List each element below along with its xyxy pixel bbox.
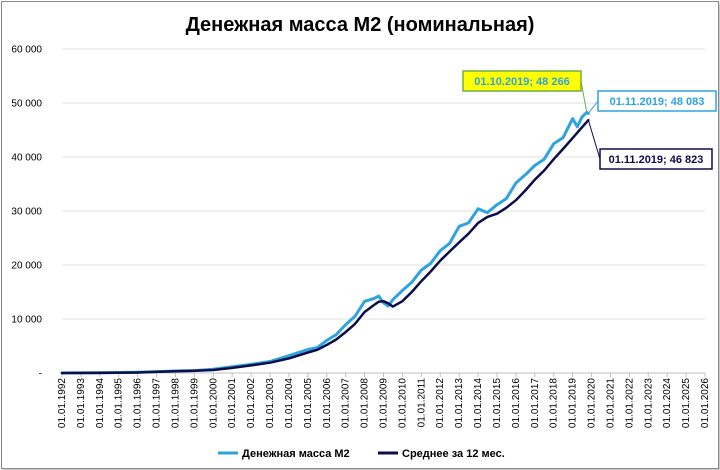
annotation-2019-10-box bbox=[462, 70, 582, 92]
x-tick-label: 01.01.1992 bbox=[57, 378, 68, 428]
x-tick-label: 01.01.2019 bbox=[568, 378, 579, 428]
x-tick-label: 01.01.2011 bbox=[416, 378, 427, 428]
x-tick-label: 01.01.2024 bbox=[662, 378, 673, 428]
legend-label-m2: Денежная масса М2 bbox=[242, 448, 350, 460]
series-line-avg bbox=[60, 118, 590, 375]
x-tick-label: 01.01.2005 bbox=[303, 378, 314, 428]
x-tick-label: 01.01.2000 bbox=[208, 378, 219, 428]
legend: Денежная масса М2 Среднее за 12 мес. bbox=[218, 448, 505, 460]
x-tick-label: 01.01.1999 bbox=[189, 378, 200, 428]
x-tick-label: 01.01.2020 bbox=[587, 378, 598, 428]
x-tick-label: 01.01.2013 bbox=[454, 378, 465, 428]
x-tick-label: 01.01.1997 bbox=[152, 378, 163, 428]
x-tick-label: 01.01.1993 bbox=[76, 378, 87, 428]
annotation-2019-11-avg-leader bbox=[587, 120, 601, 160]
x-tick-label: 01.01.2023 bbox=[643, 378, 654, 428]
x-tick-label: 01.01.2014 bbox=[473, 378, 484, 428]
x-tick-label: 01.01.1994 bbox=[95, 378, 106, 428]
annotation-2019-11-m2-label: 01.11.2019; 48 083 bbox=[610, 96, 705, 108]
x-tick-label: 01.01.1998 bbox=[170, 378, 181, 428]
annotation-2019-11-m2-leader bbox=[587, 100, 599, 114]
x-tick-label: 01.01.2006 bbox=[322, 378, 333, 428]
x-tick-label: 01.01.1995 bbox=[114, 378, 125, 428]
y-tick-label: 60 000 bbox=[11, 45, 42, 56]
chart-title: Денежная масса М2 (номинальная) bbox=[186, 14, 535, 36]
x-tick-label: 01.01.2025 bbox=[681, 378, 692, 428]
x-tick-label: 01.01.2022 bbox=[624, 378, 635, 428]
x-tick-label: 01.01.2016 bbox=[511, 378, 522, 428]
x-tick-label: 01.01.2009 bbox=[379, 378, 390, 428]
x-tick-label: 01.01.2010 bbox=[397, 378, 408, 428]
annotations-group: 01.10.2019; 48 266 01.11.2019; 48 083 01.1… bbox=[462, 70, 717, 170]
x-tick-label: 01.01.2021 bbox=[605, 378, 616, 428]
series-line-m2 bbox=[60, 110, 590, 375]
annotation-2019-10-leader bbox=[580, 80, 588, 113]
x-tick-label: 01.01.2012 bbox=[435, 378, 446, 428]
annotation-2019-10-label: 01.10.2019; 48 266 bbox=[474, 76, 569, 88]
x-tick-label: 01.01.2007 bbox=[341, 378, 352, 428]
x-tick-label: 01.01.2017 bbox=[530, 378, 541, 428]
annotation-2019-11-m2-box bbox=[597, 90, 717, 112]
legend-label-avg: Среднее за 12 мес. bbox=[402, 448, 505, 460]
x-tick-label: 01.01.2001 bbox=[227, 378, 238, 428]
x-tick-label: 01.01.2003 bbox=[265, 378, 276, 428]
annotation-2019-11-avg-box bbox=[599, 148, 713, 170]
y-tick-label: 20 000 bbox=[11, 261, 42, 272]
y-tick-label: 10 000 bbox=[11, 315, 42, 326]
y-tick-label: 40 000 bbox=[11, 153, 42, 164]
x-axis: 01.01.1992 01.01.1993 01.01.1994 01.01.1995… bbox=[57, 378, 711, 428]
y-axis: - 10 000 20 000 30 000 40 000 50 000 60 000 bbox=[11, 45, 42, 380]
x-tick-label: 01.01.2026 bbox=[700, 378, 711, 428]
x-tick-label: 01.01.2004 bbox=[284, 378, 295, 428]
annotation-2019-11-avg-label: 01.11.2019; 46 823 bbox=[609, 154, 704, 166]
y-tick-label: 30 000 bbox=[11, 207, 42, 218]
x-tick-label: 01.01.2018 bbox=[549, 378, 560, 428]
x-tick-label: 01.01.1996 bbox=[133, 378, 144, 428]
y-tick-label: - bbox=[39, 369, 42, 380]
series-group bbox=[60, 110, 590, 375]
x-tick-label: 01.01.2002 bbox=[246, 378, 257, 428]
y-tick-label: 50 000 bbox=[11, 99, 42, 110]
x-tick-label: 01.01.2015 bbox=[492, 378, 503, 428]
x-tick-label: 01.01.2008 bbox=[360, 378, 371, 428]
